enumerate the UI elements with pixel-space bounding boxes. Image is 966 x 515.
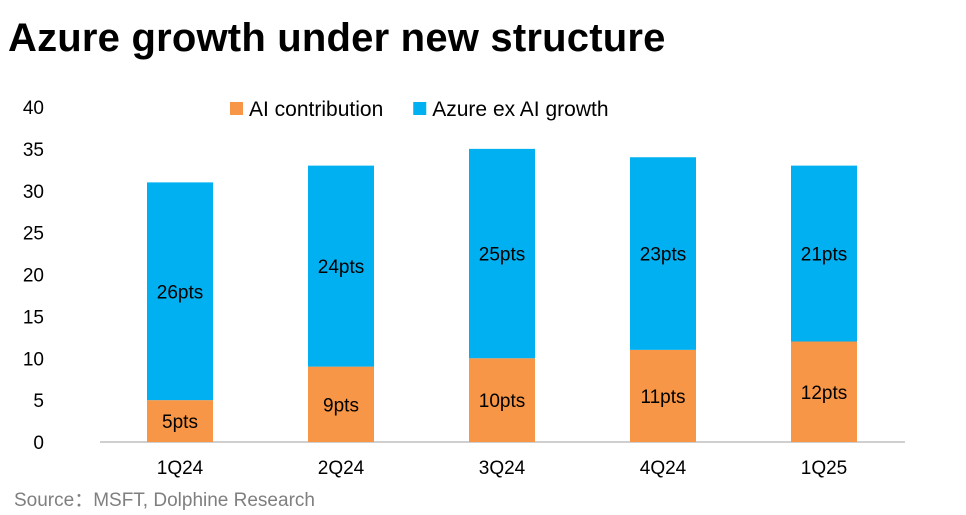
bar-ai-contribution-4Q24 — [630, 349, 696, 442]
y-tick-label: 35 — [23, 140, 44, 161]
source-note: Source：MSFT, Dolphine Research — [14, 490, 315, 511]
data-label: 24pts — [318, 257, 364, 278]
y-tick-label: 15 — [23, 307, 44, 328]
x-tick-label: 1Q25 — [801, 458, 847, 479]
x-tick-label: 3Q24 — [479, 458, 526, 479]
bar-ai-contribution-3Q24 — [469, 358, 535, 442]
y-tick-label: 40 — [23, 98, 44, 119]
legend-swatch-1 — [413, 102, 427, 115]
data-label: 23pts — [640, 245, 686, 266]
bar-azure-ex-ai-4Q24 — [630, 157, 696, 350]
y-tick-label: 0 — [33, 433, 44, 454]
data-label: 26pts — [157, 282, 203, 303]
data-label: 11pts — [640, 387, 685, 408]
y-tick-label: 25 — [23, 224, 44, 245]
data-label: 5pts — [162, 412, 198, 433]
legend-swatch-0 — [230, 102, 243, 115]
x-tick-label: 1Q24 — [157, 458, 204, 479]
y-tick-label: 20 — [23, 266, 44, 287]
bar-azure-ex-ai-2Q24 — [308, 165, 374, 367]
legend-label-0: AI contribution — [249, 98, 383, 121]
bar-ai-contribution-2Q24 — [308, 366, 374, 442]
bar-ai-contribution-1Q24 — [147, 400, 213, 442]
x-tick-label: 2Q24 — [318, 458, 365, 479]
y-tick-label: 30 — [23, 182, 44, 203]
chart-title: Azure growth under new structure — [8, 16, 666, 60]
bar-azure-ex-ai-1Q25 — [791, 165, 857, 342]
bar-azure-ex-ai-3Q24 — [469, 148, 535, 359]
bar-azure-ex-ai-1Q24 — [147, 182, 213, 401]
bar-ai-contribution-1Q25 — [791, 341, 857, 442]
y-tick-label: 10 — [23, 349, 44, 370]
data-label: 21pts — [801, 245, 847, 266]
data-label: 10pts — [479, 391, 525, 412]
data-label: 25pts — [479, 245, 525, 266]
x-tick-label: 4Q24 — [640, 458, 687, 479]
data-label: 9pts — [323, 395, 359, 416]
data-label: 12pts — [801, 383, 847, 404]
y-tick-label: 5 — [33, 391, 44, 412]
legend-label-1: Azure ex AI growth — [432, 98, 608, 121]
